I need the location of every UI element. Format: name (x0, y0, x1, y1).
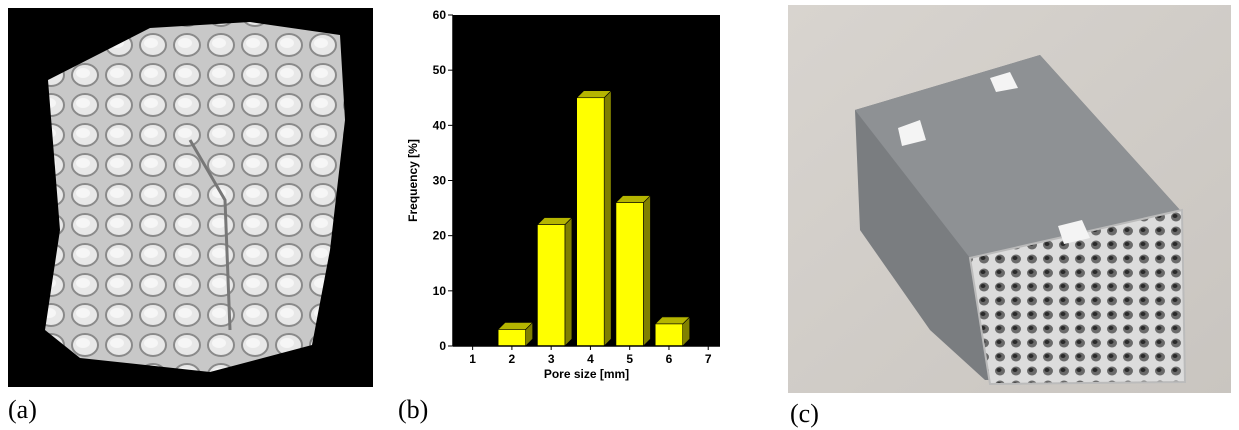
bar-chart: 0 10 20 30 40 50 60 1 2 3 4 5 6 7 Pore size [mm] Freque… (406, 8, 720, 381)
y-tick-label: 60 (433, 8, 447, 22)
plate-top (855, 55, 1180, 258)
y-tick-label: 50 (433, 63, 447, 77)
foam-cube (45, 22, 345, 372)
y-tick-label: 40 (433, 118, 447, 132)
foam-face (968, 208, 1187, 386)
panel-label: (b) (398, 395, 428, 424)
tab (898, 120, 926, 146)
y-tick-label: 10 (433, 284, 447, 298)
x-axis-label: Pore size [mm] (544, 367, 629, 381)
x-tick-label: 3 (548, 352, 555, 366)
x-tick-label: 5 (626, 352, 633, 366)
y-tick-label: 30 (433, 174, 447, 188)
bar (615, 202, 644, 347)
tab (1058, 220, 1090, 244)
bar (497, 329, 526, 347)
x-tick-label: 4 (587, 352, 594, 366)
x-tick-label: 2 (509, 352, 516, 366)
x-tick-label: 6 (666, 352, 673, 366)
y-axis-label: Frequency [%] (406, 139, 420, 222)
bar (537, 224, 566, 347)
foam-edge (188, 139, 232, 331)
bar-side (564, 216, 573, 347)
panel-label: (a) (8, 395, 37, 424)
bar-side (643, 194, 651, 347)
x-tick-label: 7 (705, 352, 712, 366)
bar (654, 323, 683, 347)
tab (990, 72, 1018, 92)
y-tick-label: 20 (433, 229, 447, 243)
x-tick-label: 1 (469, 352, 476, 366)
bar (576, 97, 605, 347)
panel-label: (c) (790, 399, 819, 428)
bar-side (603, 90, 612, 347)
y-tick-label: 0 (439, 339, 446, 353)
